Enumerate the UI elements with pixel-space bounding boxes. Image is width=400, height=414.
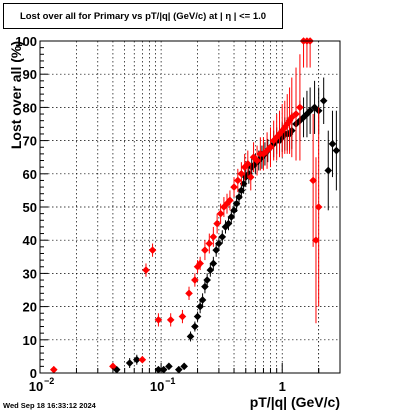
data-point-black [206,266,215,274]
data-point-red [205,239,214,248]
data-point-black [165,362,173,371]
x-tick-label: 10 [29,379,43,394]
data-point-black [224,219,233,228]
data-point-red [109,362,117,371]
x-tick-label: 10 [150,379,164,394]
y-tick-label: 50 [23,200,37,215]
data-point-red [226,196,234,205]
data-point-black [133,355,141,364]
data-point-red [309,176,317,185]
data-point-red [178,312,187,321]
data-point-red [246,173,255,181]
y-tick-label: 30 [23,266,37,281]
data-point-black [175,365,183,374]
y-tick-label: 70 [23,134,37,149]
data-point-red [196,259,204,268]
data-point-black [332,146,341,155]
data-point-red [296,103,304,112]
data-point-red [244,160,252,168]
x-tick-exponent: −2 [44,376,54,386]
data-point-black [180,362,188,371]
data-point-red [278,126,287,135]
data-point-red [275,130,284,138]
data-point-black [159,365,168,374]
y-tick-label: 20 [23,300,37,315]
data-point-red [259,150,268,158]
y-tick-label: 90 [23,67,37,82]
data-point-red [216,209,225,218]
data-point-black [324,166,333,175]
x-tick-exponent: −1 [165,376,175,386]
data-point-black [227,213,236,221]
data-point-black [203,276,211,284]
data-point-black [306,106,314,115]
data-point-black [154,365,163,374]
data-point-red [237,170,246,178]
data-point-red [234,176,242,185]
x-tick-label: 1 [279,379,286,394]
chart-title: Lost over all for Primary vs pT/|q| (GeV… [3,3,283,29]
data-point-black [191,322,199,331]
data-point-black [209,259,218,268]
data-point-black [212,246,220,254]
data-point-red [49,365,58,374]
data-point-black [125,359,134,367]
data-point-red [138,355,147,364]
data-point-black [198,296,207,304]
data-layer [49,37,341,374]
data-point-red [201,246,209,254]
data-point-red [292,110,300,118]
y-tick-label: 60 [23,167,37,182]
data-point-red [312,236,320,244]
data-point-red [266,143,275,152]
data-point-red [263,146,271,155]
data-point-red [142,266,150,274]
data-point-black [186,332,195,341]
data-point-red [209,233,218,241]
data-point-black [193,312,202,321]
data-point-black [215,239,223,248]
data-point-red [154,316,163,324]
data-point-black [218,233,227,241]
x-axis-label: pT/|q| (GeV/c) [250,394,340,410]
data-point-black [319,96,328,105]
data-point-black [221,223,230,231]
data-point-red [314,203,323,211]
y-tick-label: 0 [30,366,37,381]
data-point-black [232,199,241,208]
data-point-red [249,153,258,161]
data-point-black [230,206,238,215]
timestamp: Wed Sep 18 16:33:12 2024 [3,401,96,410]
data-point-black [299,113,308,122]
data-point-black [196,302,204,311]
data-point-red [148,246,157,254]
data-point-black [328,140,337,148]
grid [39,40,341,374]
data-point-red [280,123,289,132]
data-point-red [166,316,175,324]
y-tick-label: 100 [15,34,37,49]
data-point-red [193,262,202,271]
y-tick-label: 40 [23,233,37,248]
data-point-black [258,153,266,161]
data-point-red [230,183,238,191]
y-tick-label: 80 [23,100,37,115]
data-point-red [253,156,261,165]
data-point-red [191,276,199,284]
y-axis-label: Lost over all (%) [8,41,24,149]
data-point-red [272,133,281,142]
y-tick-label: 10 [23,333,37,348]
data-point-red [269,136,278,145]
data-point-red [213,219,221,228]
data-point-red [185,289,193,298]
